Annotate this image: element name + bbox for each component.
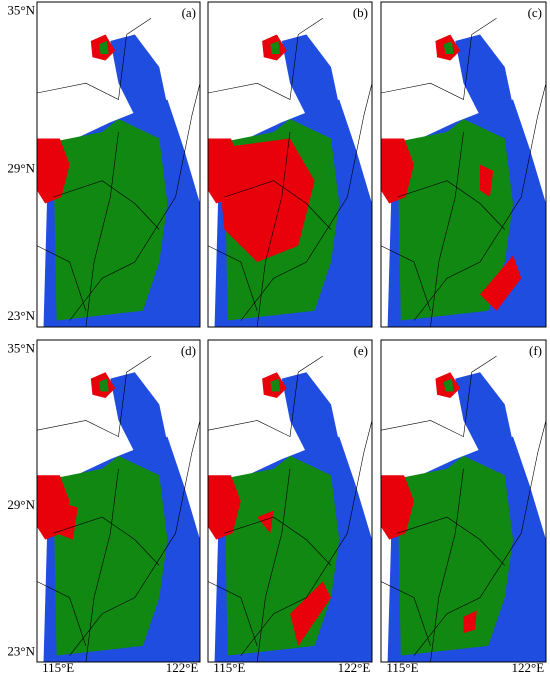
boundary-line [413,83,547,321]
precip-region [257,510,274,534]
boundary-line [240,420,373,656]
precip-region [443,378,454,392]
latitude-label: 23°N [7,308,35,323]
boundary-line [53,516,160,566]
map-panel [36,339,201,663]
precip-region [455,34,513,116]
panel-label: (b) [353,5,368,20]
boundary-line [380,355,497,438]
panel-label: (d) [181,343,196,358]
boundary-line [207,581,258,646]
boundary-line [224,180,332,230]
boundary-line [207,245,258,311]
longitude-label: 115°E [42,660,74,675]
boundary-line [36,245,87,311]
latitude-label: 35°N [7,341,35,356]
boundary-line [380,17,497,100]
boundary-line [430,468,464,663]
map-panel [380,339,547,663]
panel-frame [380,339,547,663]
precip-region [480,255,522,311]
latitude-label: 29°N [7,497,35,512]
boundary-line [397,180,505,230]
precip-region [397,455,513,656]
boundary-line [240,83,373,321]
precip-region [37,138,70,204]
panel-label: (c) [528,5,542,20]
precip-region [270,378,281,392]
map-panel [36,1,201,328]
panel-label: (f) [529,343,542,358]
latitude-label: 35°N [7,3,35,18]
precip-region [381,475,414,540]
precip-region [98,41,109,54]
boundary-line [256,131,291,328]
boundary-line [430,131,464,328]
boundary-line [397,516,505,566]
boundary-line [207,17,323,100]
panel-frame [380,1,547,328]
precip-region [290,581,331,646]
panel-frame [207,339,373,663]
map-panel [380,1,547,328]
panel-frame [207,1,373,328]
precip-region [463,610,477,634]
precip-region [281,34,340,116]
boundary-line [69,420,201,656]
precip-region [110,372,168,453]
longitude-label: 122°E [166,660,199,675]
longitude-label: 115°E [213,660,245,675]
boundary-line [380,581,431,646]
precip-region [56,501,78,540]
boundary-line [380,245,431,311]
boundary-line [53,180,160,230]
precip-region [53,119,168,321]
boundary-line [85,131,119,328]
precip-region [270,41,281,54]
panel-frame [36,339,201,663]
map-panel [207,339,373,663]
boundary-line [85,468,119,663]
boundary-line [36,18,152,100]
boundary-line [224,516,332,566]
precip-region [216,138,315,262]
longitude-label: 115°E [386,660,418,675]
boundary-line [207,355,323,438]
boundary-line [69,83,201,321]
boundary-line [36,355,152,438]
longitude-label: 122°E [512,660,545,675]
panel-label: (a) [182,5,196,20]
longitude-label: 122°E [338,660,371,675]
panel-label: (e) [354,343,368,358]
precip-region [455,372,513,453]
precip-region [381,138,414,204]
map-panel [207,1,373,328]
precip-region [53,455,168,656]
latitude-label: 23°N [7,643,35,658]
panel-frame [36,1,201,328]
precip-region [98,378,109,392]
boundary-line [413,420,547,656]
precip-region [480,164,494,197]
precip-region [443,41,454,54]
precip-region [208,475,241,540]
boundary-line [256,468,291,663]
precip-region [281,372,340,453]
latitude-label: 29°N [7,160,35,175]
precip-region [110,34,168,116]
boundary-line [36,581,87,646]
